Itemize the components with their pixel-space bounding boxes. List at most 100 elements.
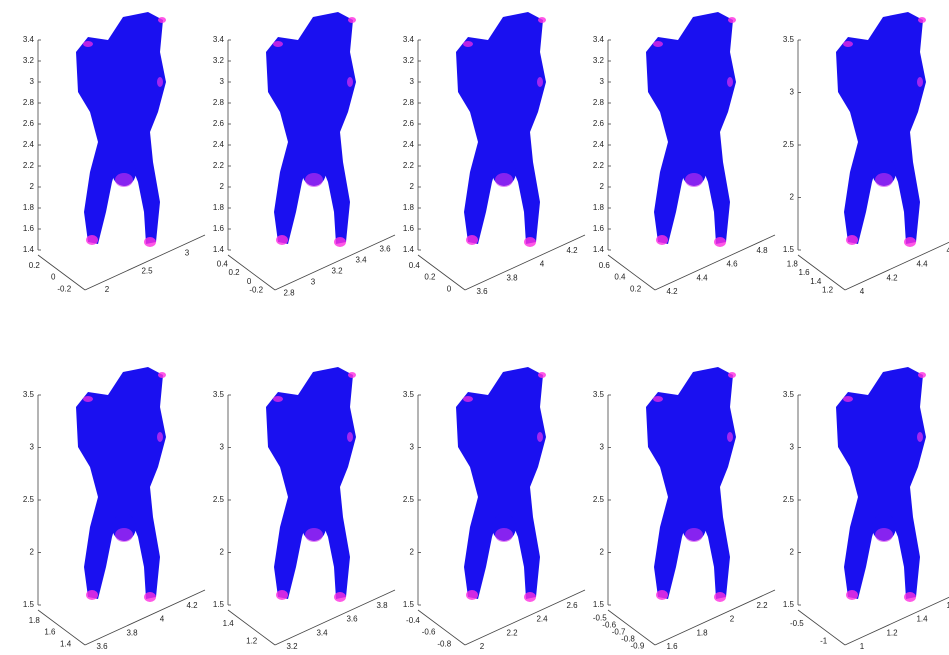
x-tick-label: 4.4 — [696, 273, 708, 282]
y-tick-label: 1.8 — [787, 259, 799, 268]
z-tick-label: 1.5 — [23, 600, 35, 609]
x-tick-label: 2.5 — [141, 267, 153, 276]
z-tick-label: 2.4 — [403, 140, 415, 149]
z-tick-label: 3.5 — [213, 390, 225, 399]
x-tick-label: 4.2 — [886, 273, 898, 282]
z-tick-label: 2 — [30, 548, 35, 557]
z-tick-label: 1.4 — [213, 245, 225, 254]
point-cloud — [646, 12, 736, 247]
z-tick-label: 3.4 — [403, 35, 415, 44]
z-tick-label: 2.2 — [593, 161, 605, 170]
x-tick-label: 1.6 — [946, 601, 949, 610]
x-axis — [654, 589, 776, 646]
y-tick-label: 1.8 — [29, 616, 41, 625]
x-tick-label: 1.4 — [916, 615, 928, 624]
z-tick-label: 3 — [600, 443, 605, 452]
z-tick-label: 1.8 — [403, 203, 415, 212]
x-tick-label: 3.2 — [331, 267, 343, 276]
z-tick-label: 3 — [600, 77, 605, 86]
point-cloud — [456, 12, 546, 247]
panel: 1.5 2 2.5 3 3.5 -0.5-0.6-0.7-0.8-0.9 1.6 1.8 2 2.… — [593, 367, 776, 651]
y-tick-label: 0.2 — [229, 268, 241, 277]
y-tick-label: -1 — [820, 636, 828, 645]
x-tick-label: 1 — [860, 642, 865, 651]
panel: 1.4 1.6 1.8 2 2.2 2.4 2.6 2.8 3 3.2 3.4 0.60.4 0.2 4.… — [593, 12, 776, 296]
panel: 1.5 2 2.5 3 3.5 -0.4-0.6-0.8 2 2.2 2.4 2.6 — [403, 367, 586, 651]
x-tick-label: 3.8 — [506, 273, 518, 282]
y-tick-label: 1.4 — [810, 277, 822, 286]
x-tick-label: 2.2 — [756, 601, 768, 610]
x-tick-label: 4.8 — [756, 246, 768, 255]
x-tick-label: 3.2 — [286, 642, 298, 651]
y-axis — [37, 609, 86, 646]
y-tick-label: 0.2 — [630, 284, 642, 293]
y-tick-label: 1.6 — [799, 268, 811, 277]
z-tick-label: 1.4 — [593, 245, 605, 254]
z-tick-label: 2 — [600, 182, 605, 191]
z-tick-label: 1.5 — [783, 600, 795, 609]
x-tick-label: 3.6 — [476, 287, 488, 296]
x-tick-label: 3.4 — [316, 628, 328, 637]
z-tick-label: 2 — [410, 182, 415, 191]
y-axis — [607, 254, 656, 291]
y-tick-label: 0 — [447, 284, 452, 293]
y-tick-label: 1.2 — [246, 636, 258, 645]
z-tick-label: 1.6 — [23, 224, 35, 233]
z-tick-label: 3.4 — [23, 35, 35, 44]
point-cloud — [836, 12, 926, 247]
z-tick-label: 2.2 — [23, 161, 35, 170]
z-tick-label: 2.2 — [403, 161, 415, 170]
z-tick-label: 1.4 — [403, 245, 415, 254]
z-tick-label: 1.6 — [403, 224, 415, 233]
x-tick-label: 4 — [540, 260, 545, 269]
y-tick-label: 0 — [51, 273, 56, 282]
z-tick-label: 2.8 — [593, 98, 605, 107]
x-tick-label: 3.6 — [379, 245, 391, 254]
z-tick-label: 3 — [30, 77, 35, 86]
z-tick-label: 2 — [30, 182, 35, 191]
z-tick-label: 2.6 — [593, 119, 605, 128]
z-tick-label: 2 — [410, 548, 415, 557]
z-tick-label: 1.5 — [593, 600, 605, 609]
z-tick-label: 3.4 — [593, 35, 605, 44]
z-tick-label: 2 — [790, 193, 795, 202]
y-axis — [797, 254, 846, 291]
z-tick-label: 2.6 — [213, 119, 225, 128]
z-tick-label: 3 — [410, 443, 415, 452]
x-tick-label: 3 — [311, 278, 316, 287]
y-tick-label: 0.2 — [424, 273, 436, 282]
z-tick-label: 1.6 — [593, 224, 605, 233]
z-tick-label: 1.5 — [783, 245, 795, 254]
x-tick-label: 4.4 — [916, 260, 928, 269]
x-tick-label: 1.6 — [666, 642, 678, 651]
x-tick-label: 4.6 — [946, 246, 949, 255]
z-tick-label: 3.5 — [783, 390, 795, 399]
x-axis — [464, 589, 586, 646]
y-axis — [227, 609, 276, 646]
z-tick-label: 3 — [30, 443, 35, 452]
z-tick-label: 3.5 — [403, 390, 415, 399]
y-axis — [37, 254, 86, 291]
panel: 1.5 2 2.5 3 3.5 -0.5 -1 1 1.2 1.4 1.6 — [783, 367, 949, 651]
y-tick-label: 0.2 — [29, 261, 41, 270]
z-tick-label: 2.5 — [783, 140, 795, 149]
point-cloud — [456, 367, 546, 602]
z-tick-label: 2.6 — [23, 119, 35, 128]
y-tick-label: -0.2 — [249, 286, 263, 295]
x-tick-label: 3.8 — [126, 628, 138, 637]
x-tick-label: 1.2 — [886, 628, 898, 637]
x-tick-label: 4 — [860, 287, 865, 296]
z-tick-label: 2.4 — [23, 140, 35, 149]
z-tick-label: 1.8 — [23, 203, 35, 212]
x-axis — [844, 241, 949, 291]
x-tick-label: 2 — [105, 285, 110, 294]
y-axis — [797, 609, 846, 646]
x-tick-label: 3.8 — [376, 601, 388, 610]
x-axis — [84, 589, 206, 646]
x-axis — [464, 234, 586, 291]
y-tick-label: -0.5 — [790, 619, 804, 628]
y-tick-label: 0.4 — [614, 273, 626, 282]
x-tick-label: 2 — [730, 615, 735, 624]
x-tick-label: 3.4 — [355, 256, 367, 265]
